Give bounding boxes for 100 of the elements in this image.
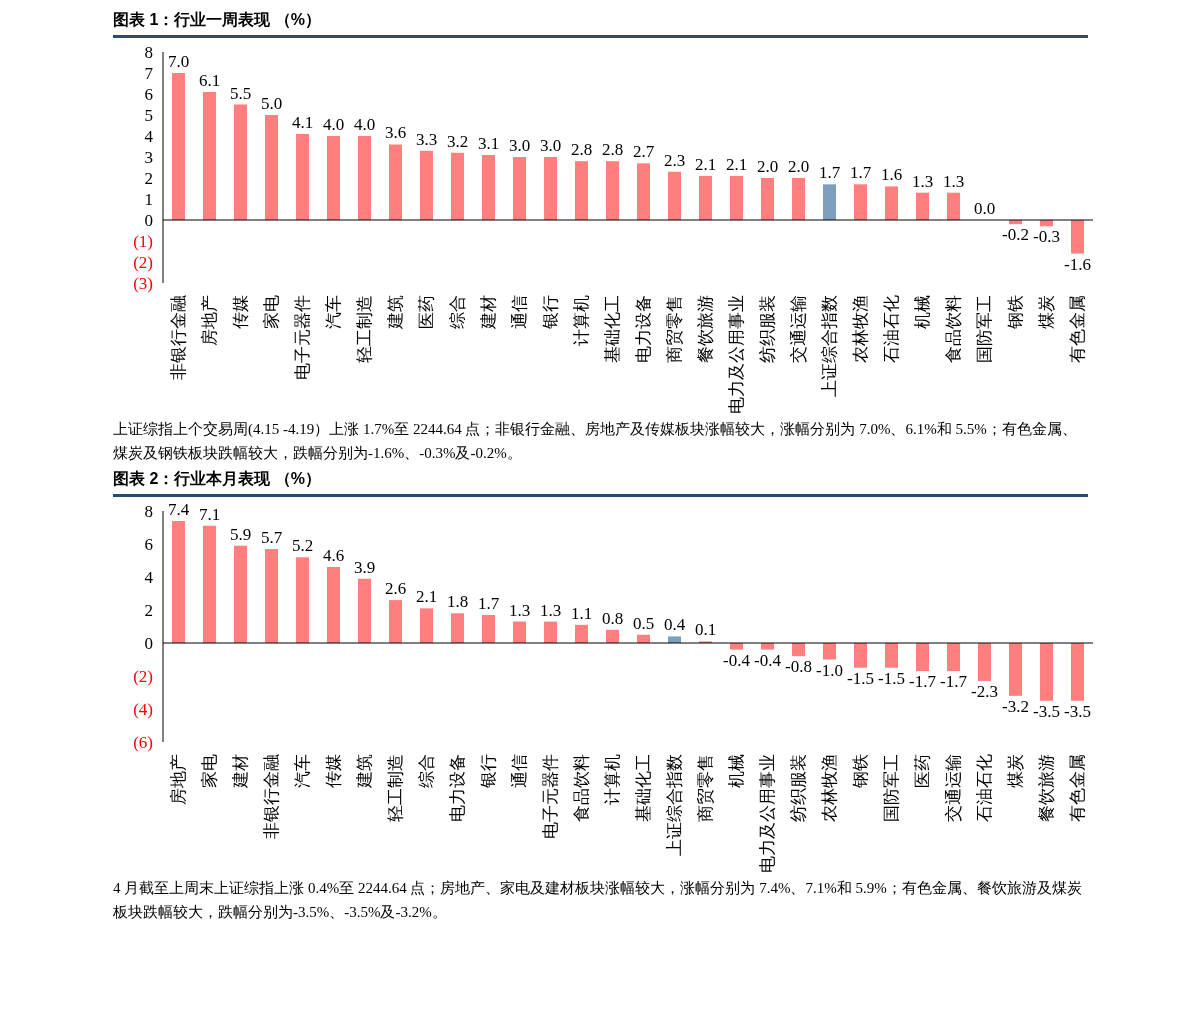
y-tick-label: 2 xyxy=(144,168,153,188)
x-tick-label: 汽车 xyxy=(324,295,343,329)
x-tick-label: 传媒 xyxy=(231,295,250,329)
data-label: -0.2 xyxy=(1002,225,1029,245)
data-label: 6.1 xyxy=(198,70,221,90)
text: 4 月截至上周末上证综指上涨 0.4%至 2244.64 点；房地产、家电及建材板块涨幅较大，涨幅分别为 7.4%、7.1%和 5.9%；有色金属、餐饮旅游及煤炭板块跌幅较大，跌幅分别为-3.5%、-3.5%及-3.2%。 xyxy=(113,879,1083,922)
y-tick-label: 5 xyxy=(144,105,153,125)
data-label: 4.6 xyxy=(322,546,345,566)
y-tick-label: 0 xyxy=(144,210,153,230)
x-tick-label: 国防军工 xyxy=(882,754,901,822)
x-tick-label: 医药 xyxy=(913,754,932,788)
data-label: 3.9 xyxy=(353,557,376,577)
data-label: -0.4 xyxy=(754,650,782,670)
y-tick-label: 0 xyxy=(144,633,153,653)
data-label: 0.8 xyxy=(601,608,624,628)
data-label: 3.1 xyxy=(477,133,500,153)
x-tick-label: 电力设备 xyxy=(448,754,467,822)
chart-title: 图表 1：行业一周表现 （%） xyxy=(113,10,1088,38)
data-label: 5.2 xyxy=(291,536,314,556)
y-tick-label: 6 xyxy=(144,84,153,104)
data-label: 2.7 xyxy=(632,142,655,162)
x-tick-label: 交通运输 xyxy=(789,295,808,363)
x-tick-label: 建材 xyxy=(479,295,498,330)
y-tick-label: (4) xyxy=(133,699,153,719)
data-label: 2.8 xyxy=(601,140,624,160)
data-label: -0.3 xyxy=(1033,227,1060,247)
x-tick-label: 机械 xyxy=(913,295,932,329)
data-label: 1.3 xyxy=(942,171,965,191)
x-tick-label: 上证综合指数 xyxy=(665,754,684,856)
x-tick-label: 有色金属 xyxy=(1068,295,1087,363)
data-label: 1.6 xyxy=(880,165,903,185)
data-label: 5.5 xyxy=(229,83,252,103)
x-tick-label: 食品饮料 xyxy=(944,295,963,363)
chart-title: 图表 2：行业本月表现 （%） xyxy=(113,469,1088,497)
data-label: 0.1 xyxy=(694,620,717,640)
x-tick-label: 建材 xyxy=(231,754,250,789)
x-tick-label: 农林牧渔 xyxy=(851,295,870,363)
data-label: 5.0 xyxy=(260,94,283,113)
data-label: -3.5 xyxy=(1033,701,1060,721)
data-label: 7.4 xyxy=(167,499,190,519)
x-tick-label: 煤炭 xyxy=(1037,295,1056,329)
data-label: 0.5 xyxy=(632,613,655,633)
data-label: -0.8 xyxy=(785,657,812,677)
x-tick-label: 石油石化 xyxy=(882,295,901,363)
x-tick-label: 轻工制造 xyxy=(386,754,405,822)
x-tick-label: 电力及公用事业 xyxy=(758,754,777,873)
data-label: 1.8 xyxy=(446,592,469,612)
data-label: 1.3 xyxy=(508,600,531,620)
data-label: 2.6 xyxy=(384,579,407,599)
data-label: 1.7 xyxy=(477,593,500,613)
x-tick-label: 房地产 xyxy=(200,295,219,346)
data-label: 2.0 xyxy=(787,157,810,176)
x-tick-label: 石油石化 xyxy=(975,754,994,822)
data-label: 1.7 xyxy=(818,163,841,183)
x-tick-label: 计算机 xyxy=(603,754,622,805)
x-tick-label: 银行 xyxy=(479,754,498,789)
x-tick-label: 基础化工 xyxy=(634,754,653,822)
data-label: 3.3 xyxy=(415,129,438,149)
x-tick-label: 国防军工 xyxy=(975,295,994,363)
x-tick-label: 商贸零售 xyxy=(665,295,684,363)
data-label: 4.1 xyxy=(291,112,314,132)
x-tick-label: 汽车 xyxy=(293,754,312,788)
x-tick-label: 纺织服装 xyxy=(789,754,808,822)
x-tick-label: 商贸零售 xyxy=(696,754,715,822)
data-label: 1.3 xyxy=(539,600,562,620)
x-tick-label: 轻工制造 xyxy=(355,295,374,363)
x-tick-label: 纺织服装 xyxy=(758,295,777,363)
x-tick-label: 食品饮料 xyxy=(572,754,591,822)
data-label: 1.7 xyxy=(849,163,872,183)
x-tick-label: 餐饮旅游 xyxy=(1037,754,1056,822)
data-label: -3.2 xyxy=(1002,696,1029,716)
y-tick-label: (2) xyxy=(133,252,153,272)
y-tick-label: (1) xyxy=(133,231,153,251)
data-label: 2.8 xyxy=(570,140,593,160)
y-tick-label: (2) xyxy=(133,666,153,686)
x-tick-label: 电子元器件 xyxy=(541,754,560,839)
data-label: -1.0 xyxy=(816,660,843,680)
x-tick-label: 家电 xyxy=(200,754,219,788)
data-label: -1.6 xyxy=(1064,254,1091,274)
data-label: 1.1 xyxy=(570,603,593,623)
x-tick-label: 计算机 xyxy=(572,295,591,346)
y-tick-label: 3 xyxy=(144,147,153,167)
data-label: 5.9 xyxy=(229,524,252,544)
data-label: 3.6 xyxy=(384,123,407,143)
data-label: 2.1 xyxy=(725,154,748,174)
x-tick-label: 上证综合指数 xyxy=(820,295,839,397)
y-tick-label: (3) xyxy=(133,273,153,293)
data-label: -1.7 xyxy=(940,672,968,692)
data-label: 4.0 xyxy=(353,115,376,134)
data-label: -0.4 xyxy=(723,650,751,670)
x-tick-label: 综合 xyxy=(417,754,436,788)
x-tick-label: 电子元器件 xyxy=(293,295,312,380)
data-label: 3.0 xyxy=(508,136,531,155)
data-label: 2.3 xyxy=(663,150,686,170)
data-label: 2.1 xyxy=(415,587,438,607)
data-label: 1.3 xyxy=(911,171,934,191)
x-tick-label: 医药 xyxy=(417,295,436,329)
x-tick-label: 非银行金融 xyxy=(262,754,281,839)
x-tick-label: 交通运输 xyxy=(944,754,963,822)
text: 上证综指上个交易周(4.15 -4.19）上涨 1.7%至 2244.64 点；非银行金融、房地产及传媒板块涨幅较大，涨幅分别为 7.0%、6.1%和 5.5%；有色金属、煤炭及钢铁板块跌幅较大，跌幅分别为-1.6%、-0.3%及-0.2%。 xyxy=(113,420,1078,463)
